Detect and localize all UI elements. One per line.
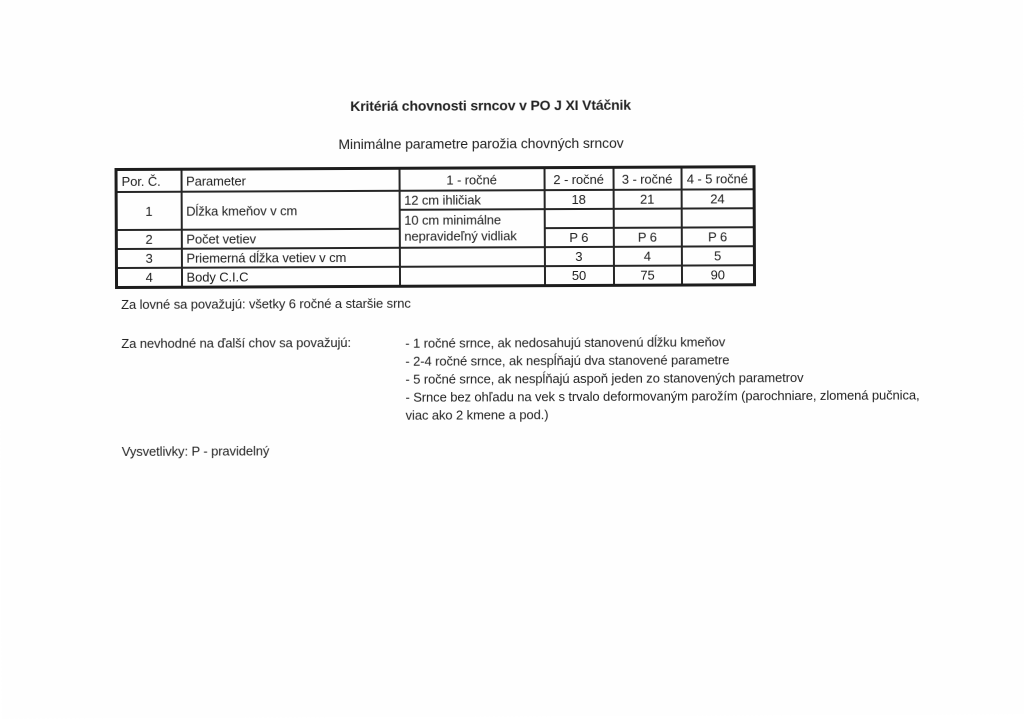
note-lovne: Za lovné sa považujú: všetky 6 ročné a s… — [121, 295, 411, 312]
table-header-row: Por. Č. Parameter 1 - ročné 2 - ročné 3 … — [116, 166, 755, 193]
criteria-table: Por. Č. Parameter 1 - ročné 2 - ročné 3 … — [114, 165, 757, 290]
cell-row3-param: Priemerná dĺžka vetiev v cm — [181, 247, 400, 268]
cell-row4-num: 4 — [116, 267, 182, 288]
cell-row4-yr4: 90 — [681, 265, 755, 286]
header-parameter: Parameter — [181, 168, 400, 192]
cell-row1-yr3: 21 — [613, 189, 682, 209]
header-3-rocne: 3 - ročné — [613, 167, 682, 190]
cell-row4-yr2: 50 — [544, 265, 614, 286]
empty-cell — [399, 266, 545, 287]
empty-cell — [681, 208, 755, 228]
document-title: Kritériá chovnosti srncov v PO J XI Vtáč… — [350, 96, 631, 114]
header-por-c: Por. Č. — [116, 169, 182, 193]
cell-line-10cm: 10 cm minimálne — [404, 212, 502, 228]
cell-row2-yr2: P 6 — [544, 227, 614, 248]
header-2-rocne: 2 - ročné — [544, 167, 614, 191]
bullet-item: - 1 ročné srnce, ak nedosahujú stanovenú… — [405, 334, 726, 351]
cell-row1b-yr1: 10 cm minimálne nepravideľný vidliak — [399, 209, 545, 248]
cell-row1-yr4: 24 — [681, 189, 755, 209]
cell-row3-yr4: 5 — [681, 246, 755, 266]
cell-row4-param: Body C.I.C — [181, 266, 400, 288]
note-nevhodne-label: Za nevhodné na ďalší chov sa považujú: — [121, 334, 351, 351]
cell-row1-yr1: 12 cm ihličiak — [399, 190, 545, 210]
cell-row3-num: 3 — [116, 248, 182, 269]
cell-row4-yr3: 75 — [613, 265, 682, 286]
header-4-5-rocne: 4 - 5 ročné — [681, 166, 755, 190]
document-subtitle: Minimálne parametre parožia chovných srn… — [338, 134, 624, 153]
cell-row3-yr2: 3 — [544, 246, 614, 267]
cell-row2-yr4: P 6 — [681, 227, 755, 247]
empty-cell — [544, 208, 614, 229]
bullet-item: - 5 ročné srnce, ak nespĺňajú aspoň jede… — [405, 370, 804, 387]
cell-row1-yr2: 18 — [544, 189, 614, 210]
empty-cell — [613, 208, 682, 228]
cell-row1-num: 1 — [116, 191, 182, 231]
note-vysvetlivky: Vysvetlivky: P - pravidelný — [121, 443, 270, 459]
cell-row1-param: Dĺžka kmeňov v cm — [181, 190, 400, 230]
cell-row2-num: 2 — [116, 229, 182, 250]
nevhodne-bullet-list: - 1 ročné srnce, ak nedosahujú stanovenú… — [405, 332, 945, 424]
bullet-item: - 2-4 ročné srnce, ak nespĺňajú dva stan… — [405, 352, 730, 369]
bullet-item: - Srnce bez ohľadu na vek s trvalo defor… — [405, 387, 920, 423]
cell-row2-yr3: P 6 — [613, 227, 682, 247]
table-row: 4 Body C.I.C 50 75 90 — [116, 265, 755, 288]
cell-row3-yr3: 4 — [613, 246, 682, 266]
cell-line-vidliak: nepravideľný vidliak — [404, 228, 517, 244]
empty-cell — [399, 247, 545, 267]
cell-row2-param: Počet vetiev — [181, 228, 400, 249]
header-1-rocne: 1 - ročné — [399, 167, 545, 191]
